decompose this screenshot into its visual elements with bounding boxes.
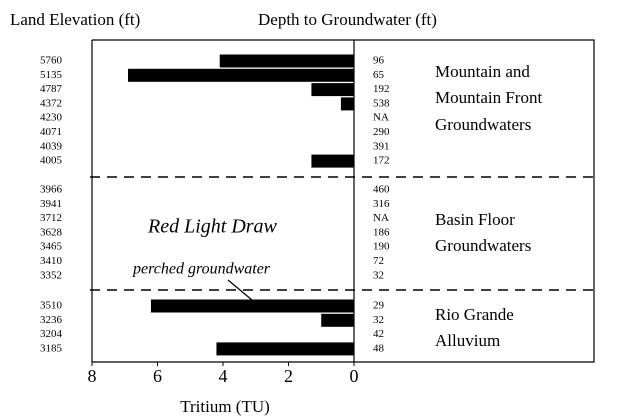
annotation: perched groundwater [132,261,271,278]
depth-label: 460 [373,184,390,196]
group-label: Alluvium [435,331,500,350]
elevation-label: 3465 [40,241,63,253]
elevation-label: 3941 [40,198,62,210]
elevation-label: 4787 [40,83,63,95]
x-tick-label: 8 [88,366,97,386]
elevation-label: 3352 [40,269,62,281]
bar [150,299,354,313]
group-label: Groundwaters [435,236,531,255]
right-header: Depth to Groundwater (ft) [258,10,437,29]
x-tick-label: 0 [350,366,359,386]
elevation-label: 5760 [40,55,63,67]
elevation-label: 3185 [40,342,63,354]
elevation-label: 3712 [40,212,62,224]
depth-label: NA [373,112,389,124]
group-label: Mountain and [435,62,530,81]
bar [219,54,354,68]
bar [311,154,354,168]
elevation-label: 3410 [40,255,63,267]
elevation-label: 3204 [40,328,63,340]
depth-label: 538 [373,97,390,109]
elevation-label: 5135 [40,69,63,81]
depth-label: 172 [373,155,390,167]
bar [128,68,354,82]
bar [321,313,354,327]
depth-label: 72 [373,255,384,267]
depth-label: 42 [373,328,384,340]
depth-label: 32 [373,314,384,326]
depth-label: 391 [373,140,390,152]
x-tick-label: 2 [284,366,293,386]
depth-label: 29 [373,300,385,312]
depth-label: 32 [373,269,384,281]
group-label: Groundwaters [435,115,531,134]
depth-label: 48 [373,342,385,354]
bar [216,342,354,356]
elevation-label: 3966 [40,184,63,196]
annotation: Red Light Draw [147,216,278,238]
depth-label: 65 [373,69,385,81]
depth-label: 186 [373,226,390,238]
x-tick-label: 6 [153,366,162,386]
group-label: Rio Grande [435,305,514,324]
elevation-label: 3236 [40,314,63,326]
elevation-label: 4005 [40,155,63,167]
elevation-label: 4071 [40,126,62,138]
elevation-label: 3628 [40,226,63,238]
elevation-label: 4230 [40,112,63,124]
depth-label: NA [373,212,389,224]
bar [311,83,354,97]
depth-label: 192 [373,83,390,95]
depth-label: 316 [373,198,390,210]
left-header: Land Elevation (ft) [10,10,140,29]
x-axis-label: Tritium (TU) [180,397,270,416]
depth-label: 96 [373,55,385,67]
elevation-label: 3510 [40,300,63,312]
x-tick-label: 4 [219,366,228,386]
elevation-label: 4372 [40,97,62,109]
group-label: Mountain Front [435,88,542,107]
depth-label: 290 [373,126,390,138]
bar [340,97,354,111]
group-label: Basin Floor [435,210,515,229]
annotation-leader [227,279,253,301]
depth-label: 190 [373,241,390,253]
elevation-label: 4039 [40,140,63,152]
